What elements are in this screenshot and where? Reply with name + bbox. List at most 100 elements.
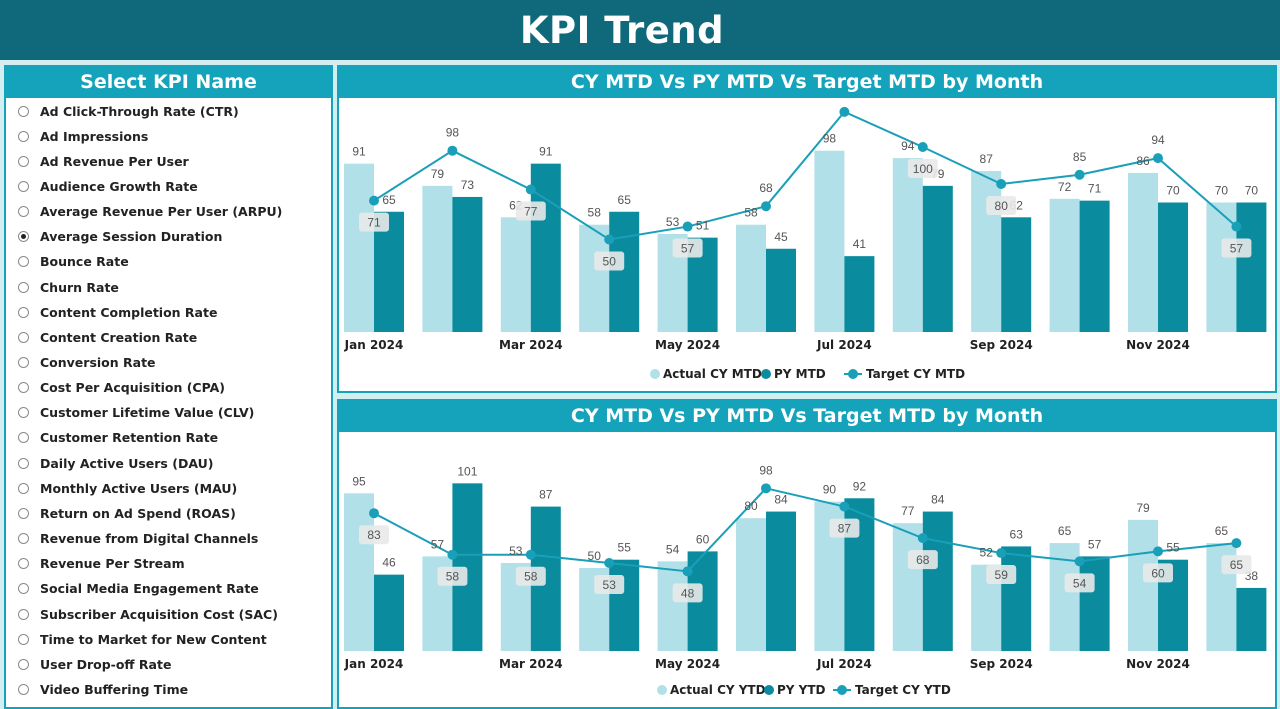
radio-button[interactable]	[18, 231, 29, 243]
target-point	[1231, 221, 1242, 232]
radio-button[interactable]	[18, 558, 29, 570]
slicer-item[interactable]: Video Buffering Time	[18, 678, 188, 700]
slicer-item[interactable]: Ad Revenue Per User	[18, 150, 189, 172]
data-label-py: 55	[1166, 541, 1180, 555]
slicer-item[interactable]: Audience Growth Rate	[18, 175, 198, 197]
data-label-py: 92	[853, 479, 867, 493]
slicer-item[interactable]: Cost Per Acquisition (CPA)	[18, 377, 225, 399]
radio-button[interactable]	[18, 331, 29, 343]
radio-button[interactable]	[18, 633, 29, 645]
slicer-item[interactable]: Revenue Per Stream	[18, 553, 185, 575]
target-label-bg	[515, 201, 546, 221]
radio-button[interactable]	[18, 457, 29, 469]
data-label-actual: 77	[901, 504, 915, 518]
slicer-item-label: Time to Market for New Content	[40, 631, 267, 647]
slicer-item[interactable]: Social Media Engagement Rate	[18, 578, 259, 600]
slicer-item[interactable]: Content Creation Rate	[18, 326, 197, 348]
slicer-item[interactable]: Return on Ad Spend (ROAS)	[18, 502, 236, 524]
data-label-target: 100	[913, 162, 933, 176]
slicer-item-label: Customer Lifetime Value (CLV)	[40, 405, 255, 421]
data-label-target: 77	[524, 205, 538, 219]
slicer-item-label: Ad Revenue Per User	[40, 153, 189, 169]
slicer-item-label: Average Session Duration	[40, 229, 223, 245]
slicer-item[interactable]: Daily Active Users (DAU)	[18, 452, 213, 474]
slicer-item[interactable]: User Drop-off Rate	[18, 653, 171, 675]
slicer-item[interactable]: Bounce Rate	[18, 251, 129, 273]
data-label-py: 51	[696, 219, 710, 233]
bar-py	[1079, 200, 1110, 332]
radio-button[interactable]	[18, 130, 29, 142]
slicer-item-label: User Drop-off Rate	[40, 656, 172, 672]
slicer-item[interactable]: Time to Market for New Content	[18, 628, 267, 650]
radio-button[interactable]	[18, 608, 29, 620]
radio-button[interactable]	[18, 658, 29, 670]
data-label-actual: 90	[823, 483, 837, 497]
target-point	[996, 179, 1007, 189]
bar-py	[1001, 217, 1032, 332]
slicer-item-label: Conversion Rate	[40, 355, 156, 370]
slicer-item[interactable]: Conversion Rate	[18, 352, 156, 374]
slicer-item[interactable]: Ad Impressions	[18, 125, 148, 147]
bar-py	[1236, 587, 1267, 651]
radio-button[interactable]	[18, 482, 29, 494]
radio-button[interactable]	[18, 306, 29, 318]
slicer-item[interactable]: Customer Retention Rate	[18, 427, 218, 449]
data-label-actual: 79	[431, 167, 445, 181]
slicer-item[interactable]: Churn Rate	[18, 276, 119, 298]
radio-button[interactable]	[18, 583, 29, 595]
bar-actual	[422, 185, 453, 332]
slicer-item[interactable]: Average Session Duration	[18, 226, 222, 248]
x-tick-label: Mar 2024	[499, 338, 563, 352]
slicer-item-label: Cost Per Acquisition (CPA)	[40, 380, 226, 396]
data-label-target: 54	[1073, 576, 1087, 590]
radio-button[interactable]	[18, 382, 29, 394]
target-label-bg	[672, 583, 703, 603]
slicer-item[interactable]: Content Completion Rate	[18, 301, 217, 323]
target-label-bg	[1221, 238, 1252, 258]
slicer-item-label: Social Media Engagement Rate	[40, 581, 259, 597]
radio-button[interactable]	[18, 683, 29, 695]
radio-button[interactable]	[18, 533, 29, 545]
slicer-item[interactable]: Ad Click-Through Rate (CTR)	[18, 100, 239, 122]
bar-actual	[892, 158, 923, 332]
slicer-item[interactable]: Customer Lifetime Value (CLV)	[18, 402, 254, 424]
bar-actual	[814, 150, 845, 332]
slicer-item-label: Audience Growth Rate	[40, 178, 198, 194]
data-label-actual: 86	[1136, 154, 1150, 168]
data-label-py: 70	[1245, 184, 1259, 198]
slicer-item-label: Average Revenue Per User (ARPU)	[40, 204, 283, 220]
target-point	[1074, 556, 1085, 567]
data-label-target: 119	[835, 98, 854, 101]
radio-button[interactable]	[18, 281, 29, 293]
radio-button[interactable]	[18, 357, 29, 368]
radio-button[interactable]	[18, 180, 29, 192]
data-label-target: 68	[759, 181, 773, 195]
data-label-target: 85	[1073, 150, 1087, 164]
data-label-target: 50	[603, 255, 617, 269]
data-label-target: 60	[1151, 566, 1165, 580]
radio-button[interactable]	[18, 407, 29, 419]
radio-button[interactable]	[18, 105, 29, 117]
target-point	[525, 184, 536, 195]
slicer-item[interactable]: Revenue from Digital Channels	[18, 528, 258, 550]
slicer-item-label: Return on Ad Spend (ROAS)	[40, 505, 236, 521]
page-header: KPI Trend	[0, 0, 1280, 60]
slicer-item-label: Video Buffering Time	[40, 681, 189, 697]
bar-py	[1079, 556, 1110, 651]
slicer-item[interactable]: Subscriber Acquisition Cost (SAC)	[18, 603, 278, 625]
bar-py	[844, 256, 875, 332]
chart-title: CY MTD Vs PY MTD Vs Target MTD by Month	[339, 67, 1275, 98]
slicer-item[interactable]: Monthly Active Users (MAU)	[18, 477, 237, 499]
slicer-item-label: Content Creation Rate	[40, 329, 198, 345]
data-label-py: 84	[931, 493, 945, 507]
radio-button[interactable]	[18, 256, 29, 268]
radio-button[interactable]	[18, 206, 29, 218]
data-label-target: 48	[681, 586, 695, 600]
slicer-item[interactable]: Average Revenue Per User (ARPU)	[18, 201, 282, 223]
radio-button[interactable]	[18, 432, 29, 444]
radio-button[interactable]	[18, 155, 29, 167]
radio-button[interactable]	[18, 507, 29, 519]
bar-actual	[344, 493, 374, 651]
x-tick-label: Jan 2024	[344, 338, 404, 352]
target-label-bg	[359, 212, 389, 232]
